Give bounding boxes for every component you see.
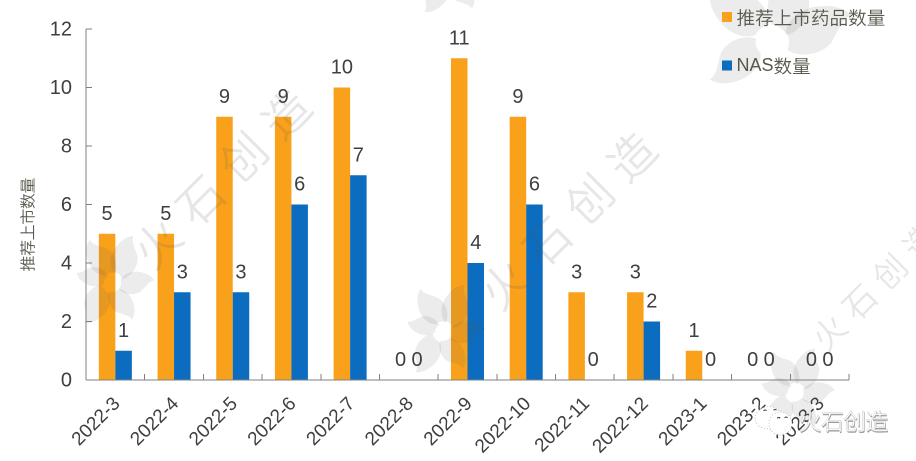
svg-text:1: 1 xyxy=(688,320,699,342)
svg-text:3: 3 xyxy=(235,261,246,283)
svg-text:3: 3 xyxy=(177,261,188,283)
svg-text:0: 0 xyxy=(822,349,833,371)
svg-text:5: 5 xyxy=(102,203,113,225)
svg-text:2: 2 xyxy=(646,291,657,313)
svg-text:8: 8 xyxy=(61,136,72,158)
svg-text:7: 7 xyxy=(353,144,364,166)
svg-text:9: 9 xyxy=(512,86,523,108)
svg-text:6: 6 xyxy=(529,174,540,196)
svg-text:3: 3 xyxy=(571,261,582,283)
svg-text:12: 12 xyxy=(50,19,72,41)
svg-text:4: 4 xyxy=(470,232,481,254)
svg-text:11: 11 xyxy=(449,27,470,49)
svg-text:6: 6 xyxy=(61,194,72,216)
svg-text:10: 10 xyxy=(331,57,353,79)
svg-text:0: 0 xyxy=(747,349,758,371)
svg-text:4: 4 xyxy=(61,253,72,275)
svg-text:6: 6 xyxy=(294,174,305,196)
svg-text:0: 0 xyxy=(395,349,406,371)
svg-text:0: 0 xyxy=(806,349,817,371)
svg-text:0: 0 xyxy=(764,349,775,371)
svg-text:0: 0 xyxy=(705,349,716,371)
svg-text:3: 3 xyxy=(630,261,641,283)
svg-text:0: 0 xyxy=(588,349,599,371)
svg-text:10: 10 xyxy=(50,77,72,99)
svg-text:2: 2 xyxy=(61,311,72,333)
svg-text:0: 0 xyxy=(61,370,72,392)
svg-text:9: 9 xyxy=(278,86,289,108)
svg-text:9: 9 xyxy=(219,86,230,108)
svg-text:5: 5 xyxy=(160,203,171,225)
svg-text:0: 0 xyxy=(411,349,422,371)
svg-text:1: 1 xyxy=(118,320,129,342)
svg-text:NAS: NAS xyxy=(737,55,774,75)
